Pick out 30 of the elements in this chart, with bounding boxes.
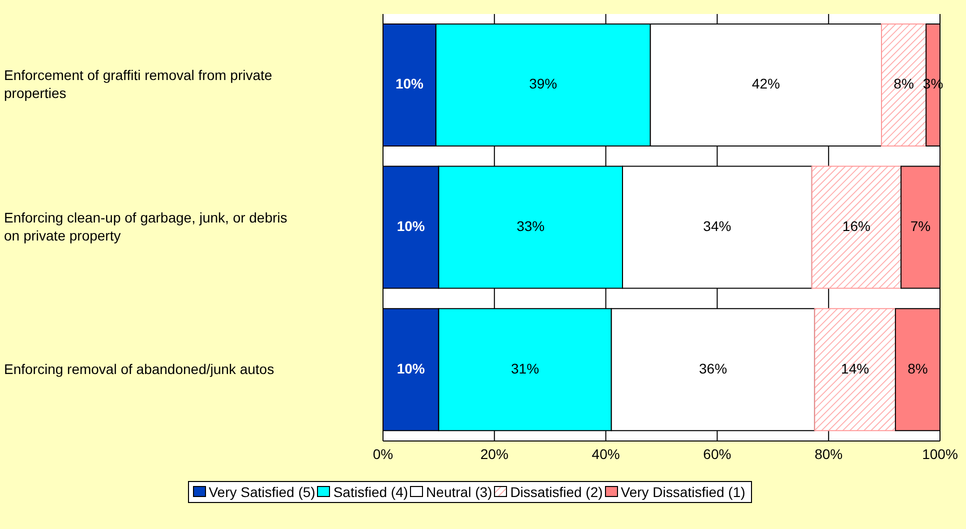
data-label: 16% xyxy=(842,218,870,234)
data-label: 10% xyxy=(395,76,424,92)
bar xyxy=(811,166,902,289)
data-label: 10% xyxy=(396,218,426,234)
data-label: 39% xyxy=(529,76,558,92)
data-label: 8% xyxy=(894,76,914,92)
x-tick-label: 60% xyxy=(703,446,732,462)
x-tick-label: 80% xyxy=(814,446,843,462)
y-tick-label: Enforcing removal of abandoned/junk autos xyxy=(4,360,274,377)
data-label: 31% xyxy=(511,360,540,376)
legend-label: Satisfied (4) xyxy=(333,484,408,500)
legend-label: Very Dissatisfied (1) xyxy=(620,484,746,500)
y-tick-label: Enforcement of graffiti removal from private properties xyxy=(4,66,272,101)
data-label: 36% xyxy=(699,360,728,376)
x-tick-label: 20% xyxy=(480,446,508,462)
legend-label: Neutral (3) xyxy=(426,484,492,500)
y-tick-label: Enforcing clean-up of garbage, junk, or debris on private property xyxy=(4,209,288,244)
data-label: 8% xyxy=(908,360,928,376)
data-label: 10% xyxy=(396,360,426,376)
x-tick-label: 100% xyxy=(922,446,958,462)
data-label: 14% xyxy=(841,360,870,376)
x-tick-label: 0% xyxy=(372,446,394,462)
legend-label: Dissatisfied (2) xyxy=(510,484,603,500)
bar xyxy=(814,308,896,432)
data-label: 42% xyxy=(752,76,780,92)
data-label: 33% xyxy=(516,218,545,234)
x-tick-label: 40% xyxy=(592,446,620,462)
data-label: 7% xyxy=(910,218,931,234)
legend-label: Very Satisfied (5) xyxy=(208,484,316,500)
data-label: 34% xyxy=(703,218,732,234)
